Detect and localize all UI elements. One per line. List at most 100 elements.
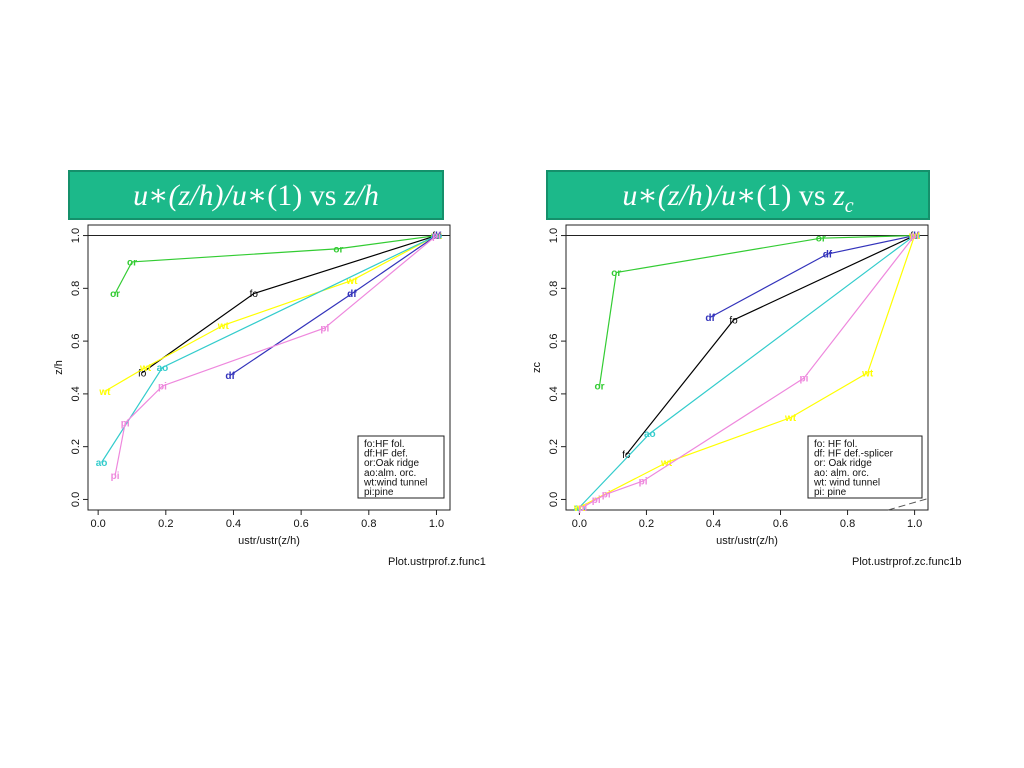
y-tick-label: 0.4 xyxy=(548,386,560,401)
chart-title-left: u∗(z/h)/u∗(1) vs z/h xyxy=(68,170,444,220)
data-point-df: df xyxy=(910,231,920,242)
data-point-df: df xyxy=(432,231,442,242)
y-tick-label: 0.4 xyxy=(70,386,82,401)
data-point-pi: pi xyxy=(910,231,919,242)
series-line-fo xyxy=(141,234,437,374)
legend-box xyxy=(807,435,923,499)
series-line-or xyxy=(114,234,437,294)
legend-entry: wt:wind tunnel xyxy=(363,477,427,488)
data-point-wt: wt xyxy=(345,276,358,287)
x-tick-label: 1.0 xyxy=(907,518,922,530)
data-point-fo: fo xyxy=(729,316,738,327)
data-point-fo: fo xyxy=(250,289,259,300)
data-point-pi: pi xyxy=(320,323,329,334)
series-line-ao xyxy=(101,235,437,463)
x-tick-label: 0.8 xyxy=(361,518,376,530)
data-point-pi: pi xyxy=(578,503,587,514)
y-tick-label: 0.2 xyxy=(548,439,560,454)
y-tick-label: 0.0 xyxy=(70,492,82,507)
legend-box xyxy=(357,435,445,499)
data-point-fo: fo xyxy=(622,450,631,461)
legend-entry: fo: HF fol. xyxy=(814,439,857,450)
series-line-ao xyxy=(578,235,915,508)
data-point-fo: fo xyxy=(138,368,147,379)
data-point-pi: pi xyxy=(639,476,648,487)
data-point-or: or xyxy=(611,268,621,279)
legend-entry: or: Oak ridge xyxy=(814,458,872,469)
series-line-wt xyxy=(104,235,437,392)
y-axis-label: z/h xyxy=(53,360,65,375)
series-line-or xyxy=(598,234,915,387)
x-tick-label: 0.0 xyxy=(91,518,106,530)
series-line-fo xyxy=(625,235,915,455)
data-point-pi: pi xyxy=(158,381,167,392)
data-point-ao: ao xyxy=(431,231,443,242)
legend-entry: wt: wind tunnel xyxy=(813,477,880,488)
data-point-df: df xyxy=(347,289,357,300)
y-tick-label: 0.6 xyxy=(548,333,560,348)
data-point-pi: pi xyxy=(602,490,611,501)
legend-entry: df:HF def. xyxy=(364,449,408,460)
y-tick-label: 1.0 xyxy=(548,228,560,243)
data-point-or: or xyxy=(595,381,605,392)
y-tick-label: 0.6 xyxy=(70,333,82,348)
data-point-pi: pi xyxy=(432,231,441,242)
y-axis-label: zc xyxy=(531,362,543,374)
data-point-or: or xyxy=(333,244,343,255)
data-point-df: df xyxy=(225,371,235,382)
data-point-wt: wt xyxy=(139,363,152,374)
series-line-df xyxy=(229,235,437,376)
legend-entry: ao: alm. orc. xyxy=(814,468,869,479)
y-tick-label: 0.2 xyxy=(70,439,82,454)
y-tick-label: 0.0 xyxy=(548,492,560,507)
legend-entry: ao:alm. orc. xyxy=(364,468,416,479)
x-tick-label: 1.0 xyxy=(429,518,444,530)
data-point-pi: pi xyxy=(121,418,130,429)
data-point-wt: wt xyxy=(98,387,111,398)
data-point-wt: wt xyxy=(217,321,230,332)
x-tick-label: 0.4 xyxy=(706,518,721,530)
plot-frame xyxy=(87,224,451,511)
data-point-df: df xyxy=(823,250,833,261)
plot-caption-right: Plot.ustrprof.zc.func1b xyxy=(852,556,962,568)
x-tick-label: 0.6 xyxy=(773,518,788,530)
legend-entry: fo:HF fol. xyxy=(364,439,405,450)
x-tick-label: 0.0 xyxy=(572,518,587,530)
x-tick-label: 0.4 xyxy=(226,518,241,530)
plot-frame xyxy=(565,224,929,511)
data-point-or: or xyxy=(816,234,826,245)
data-point-ao: ao xyxy=(644,429,656,440)
dashed-line xyxy=(887,497,931,511)
chart-title-right: u∗(z/h)/u∗(1) vs zc xyxy=(546,170,930,220)
legend-entry: pi:pine xyxy=(364,487,394,498)
legend-entry: df: HF def.-splicer xyxy=(814,449,894,460)
data-point-pi: pi xyxy=(592,495,601,506)
y-tick-label: 1.0 xyxy=(70,228,82,243)
legend-entry: or:Oak ridge xyxy=(364,458,419,469)
x-tick-label: 0.2 xyxy=(639,518,654,530)
y-tick-label: 0.8 xyxy=(548,281,560,296)
series-line-wt xyxy=(579,235,916,508)
plot-caption-left: Plot.ustrprof.z.func1 xyxy=(388,556,486,568)
series-line-pi xyxy=(114,235,437,476)
data-point-pi: pi xyxy=(800,374,809,385)
x-tick-label: 0.6 xyxy=(293,518,308,530)
data-point-wt: wt xyxy=(573,503,586,514)
series-line-df xyxy=(709,234,915,318)
y-tick-label: 0.8 xyxy=(70,281,82,296)
data-point-or: or xyxy=(431,231,441,242)
data-point-wt: wt xyxy=(430,231,443,242)
x-axis-label: ustr/ustr(z/h) xyxy=(238,535,300,547)
data-point-wt: wt xyxy=(861,368,874,379)
x-tick-label: 0.2 xyxy=(158,518,173,530)
data-point-pi: pi xyxy=(111,471,120,482)
data-point-ao: ao xyxy=(574,503,586,514)
data-point-ao: ao xyxy=(157,363,169,374)
data-point-df: df xyxy=(705,313,715,324)
data-point-ao: ao xyxy=(96,458,108,469)
series-line-pi xyxy=(582,235,916,508)
data-point-or: or xyxy=(127,257,137,268)
data-point-or: or xyxy=(110,289,120,300)
